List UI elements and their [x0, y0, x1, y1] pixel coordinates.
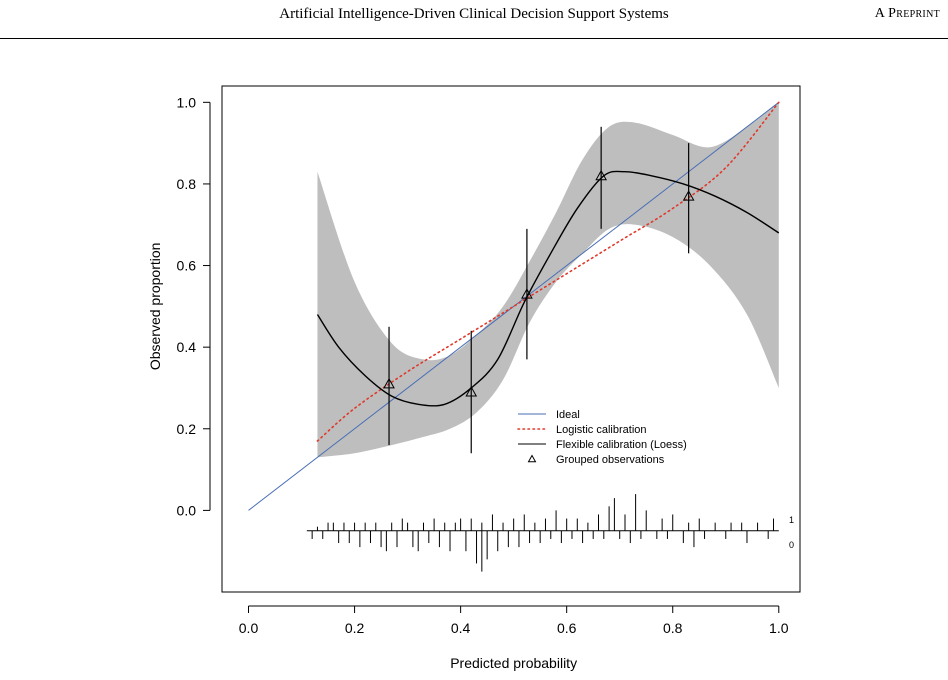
ideal-line [248, 101, 780, 511]
y-tick-label: 0.0 [177, 502, 197, 518]
rug-label-nonevents: 0 [789, 540, 794, 550]
x-tick-label: 0.2 [345, 620, 365, 636]
legend-label-1: Ideal [556, 409, 580, 421]
x-tick-label: 0.0 [239, 620, 259, 636]
legend-label-3: Flexible calibration (Loess) [556, 439, 687, 451]
x-tick-label: 1.0 [769, 620, 789, 636]
running-head-title: Artificial Intelligence-Driven Clinical … [279, 6, 669, 22]
legend-swatch-grouped [527, 454, 537, 463]
legend-label-2: Logistic calibration [556, 424, 647, 436]
y-tick-label: 0.6 [177, 258, 197, 274]
x-axis-label: Predicted probability [450, 655, 577, 671]
y-tick-label: 0.4 [177, 339, 197, 355]
plot-panel-frame [221, 85, 801, 593]
axes-layer: 0.0 0.2 0.4 0.6 0.8 1.0 0.0 0.2 0.4 0.6 0.8 1.0 [177, 94, 789, 636]
x-tick-label: 0.8 [663, 620, 683, 636]
legend: Ideal Logistic calibration Flexible calibr… [517, 409, 687, 466]
running-head: Artificial Intelligence-Driven Clinical … [0, 0, 948, 48]
x-tick-label: 0.6 [557, 620, 577, 636]
grouped-observation-2 [465, 386, 478, 397]
running-head-rule [0, 38, 948, 39]
y-axis-label: Observed proportion [147, 243, 163, 371]
legend-label-4: Grouped observations [556, 454, 665, 466]
y-tick-label: 0.2 [177, 421, 197, 437]
grouped-observation-5 [682, 190, 695, 201]
rug-layer: 10 [306, 494, 794, 572]
running-head-tag: A Preprint [874, 6, 940, 21]
grouped-observation-1 [383, 377, 395, 389]
rug-label-events: 1 [789, 515, 794, 525]
y-tick-label: 1.0 [177, 94, 197, 110]
grouped-observation-3 [521, 288, 533, 299]
x-tick-label: 0.4 [451, 620, 471, 636]
y-tick-label: 0.8 [177, 176, 197, 192]
grouped-observations-layer [383, 126, 695, 454]
grouped-observation-4 [595, 169, 607, 181]
